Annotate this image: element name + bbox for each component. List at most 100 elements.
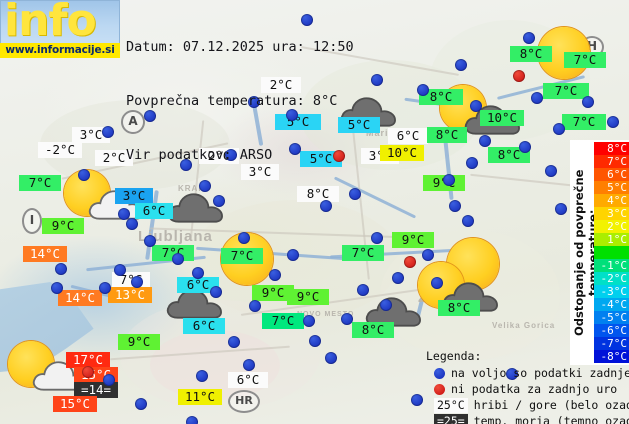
color-scale-step: -4°C <box>594 298 629 311</box>
station-dot-missing[interactable] <box>82 366 94 378</box>
temperature-label: 3°C <box>72 127 110 143</box>
temperature-label: 8°C <box>427 127 467 143</box>
legend-red-dot-icon <box>434 383 445 395</box>
station-dot-available[interactable] <box>196 370 208 382</box>
station-dot-available[interactable] <box>102 126 114 138</box>
temperature-label: 6°C <box>183 318 225 334</box>
color-scale-step: -5°C <box>594 311 629 324</box>
legend-item: na voljo so podatki zadnje ure <box>426 365 629 381</box>
color-scale-caption: Odstopanje od povprečne temperature: <box>572 142 600 363</box>
station-dot-available[interactable] <box>286 109 298 121</box>
temperature-label: 7°C <box>562 114 606 130</box>
legend-blue-dot-icon <box>434 367 445 379</box>
station-dot-available[interactable] <box>325 352 337 364</box>
color-scale-step: -1°C <box>594 259 629 272</box>
station-dot-missing[interactable] <box>333 150 345 162</box>
station-dot-available[interactable] <box>180 159 192 171</box>
station-dot-available[interactable] <box>192 267 204 279</box>
station-dot-available[interactable] <box>553 123 565 135</box>
station-dot-available[interactable] <box>199 180 211 192</box>
station-dot-available[interactable] <box>243 359 255 371</box>
station-dot-available[interactable] <box>248 96 260 108</box>
temperature-label: 14°C <box>23 246 67 262</box>
station-dot-available[interactable] <box>55 263 67 275</box>
station-dot-available[interactable] <box>523 32 535 44</box>
station-dot-available[interactable] <box>417 84 429 96</box>
station-dot-available[interactable] <box>341 313 353 325</box>
station-dot-available[interactable] <box>225 149 237 161</box>
temperature-label: 11°C <box>178 389 222 405</box>
station-dot-available[interactable] <box>213 195 225 207</box>
temperature-label: 6°C <box>135 203 173 219</box>
station-dot-available[interactable] <box>555 203 567 215</box>
temperature-label: 13°C <box>108 287 152 303</box>
station-dot-available[interactable] <box>103 374 115 386</box>
station-dot-available[interactable] <box>301 14 313 26</box>
station-dot-available[interactable] <box>238 232 250 244</box>
station-dot-available[interactable] <box>582 96 594 108</box>
station-dot-available[interactable] <box>186 416 198 424</box>
color-scale-step: 7°C <box>594 155 629 168</box>
station-dot-available[interactable] <box>466 157 478 169</box>
temperature-label: =14= <box>74 382 118 398</box>
station-dot-available[interactable] <box>51 282 63 294</box>
station-dot-available[interactable] <box>545 165 557 177</box>
station-dot-available[interactable] <box>228 336 240 348</box>
temperature-label: 15°C <box>53 396 97 412</box>
station-dot-available[interactable] <box>118 208 130 220</box>
color-scale-step: -2°C <box>594 272 629 285</box>
station-dot-available[interactable] <box>519 141 531 153</box>
station-dot-available[interactable] <box>431 277 443 289</box>
station-dot-available[interactable] <box>303 315 315 327</box>
station-dot-available[interactable] <box>126 218 138 230</box>
station-dot-available[interactable] <box>371 232 383 244</box>
station-dot-available[interactable] <box>249 300 261 312</box>
temperature-label: 8°C <box>510 46 552 62</box>
station-dot-available[interactable] <box>455 59 467 71</box>
color-scale-bar: 8°C 7°C 6°C 5°C 4°C 3°C 2°C 1°C -1°C -2°C -3°C -4°C… <box>594 142 629 363</box>
station-dot-available[interactable] <box>144 110 156 122</box>
station-dot-available[interactable] <box>320 200 332 212</box>
station-dot-available[interactable] <box>144 235 156 247</box>
station-dot-available[interactable] <box>135 398 147 410</box>
station-dot-missing[interactable] <box>513 70 525 82</box>
legend-item-label: hribi / gore (belo ozadje) <box>473 398 629 412</box>
station-dot-available[interactable] <box>380 299 392 311</box>
color-scale-step: -6°C <box>594 324 629 337</box>
station-dot-available[interactable] <box>462 215 474 227</box>
legend-sea-chip: =25= <box>434 413 468 424</box>
station-dot-available[interactable] <box>506 368 518 380</box>
station-dot-available[interactable] <box>78 169 90 181</box>
station-dot-available[interactable] <box>210 286 222 298</box>
station-dot-available[interactable] <box>607 116 619 128</box>
station-dot-available[interactable] <box>131 276 143 288</box>
station-dot-available[interactable] <box>531 92 543 104</box>
station-dot-available[interactable] <box>470 100 482 112</box>
station-dot-available[interactable] <box>349 188 361 200</box>
station-dot-available[interactable] <box>392 272 404 284</box>
station-dot-available[interactable] <box>99 282 111 294</box>
station-dot-available[interactable] <box>422 249 434 261</box>
station-dot-available[interactable] <box>357 284 369 296</box>
temperature-label: 8°C <box>352 322 394 338</box>
station-dot-available[interactable] <box>371 74 383 86</box>
color-scale-step: 5°C <box>594 181 629 194</box>
info-logo[interactable]: info www.informacije.si <box>0 0 120 58</box>
station-dot-available[interactable] <box>479 135 491 147</box>
station-dot-available[interactable] <box>114 264 126 276</box>
station-dot-available[interactable] <box>449 200 461 212</box>
station-dot-available[interactable] <box>309 335 321 347</box>
temperature-label: 3°C <box>241 164 279 180</box>
station-dot-missing[interactable] <box>404 256 416 268</box>
temperature-label: 10°C <box>380 145 424 161</box>
station-dot-available[interactable] <box>287 249 299 261</box>
station-dot-available[interactable] <box>269 269 281 281</box>
temperature-label: 7°C <box>564 52 606 68</box>
station-dot-available[interactable] <box>411 394 423 406</box>
station-dot-available[interactable] <box>172 253 184 265</box>
station-dot-available[interactable] <box>289 143 301 155</box>
header-date-time: Datum: 07.12.2025 ura: 12:50 <box>126 39 354 55</box>
temperature-label: 9°C <box>42 218 84 234</box>
station-dot-available[interactable] <box>443 174 455 186</box>
